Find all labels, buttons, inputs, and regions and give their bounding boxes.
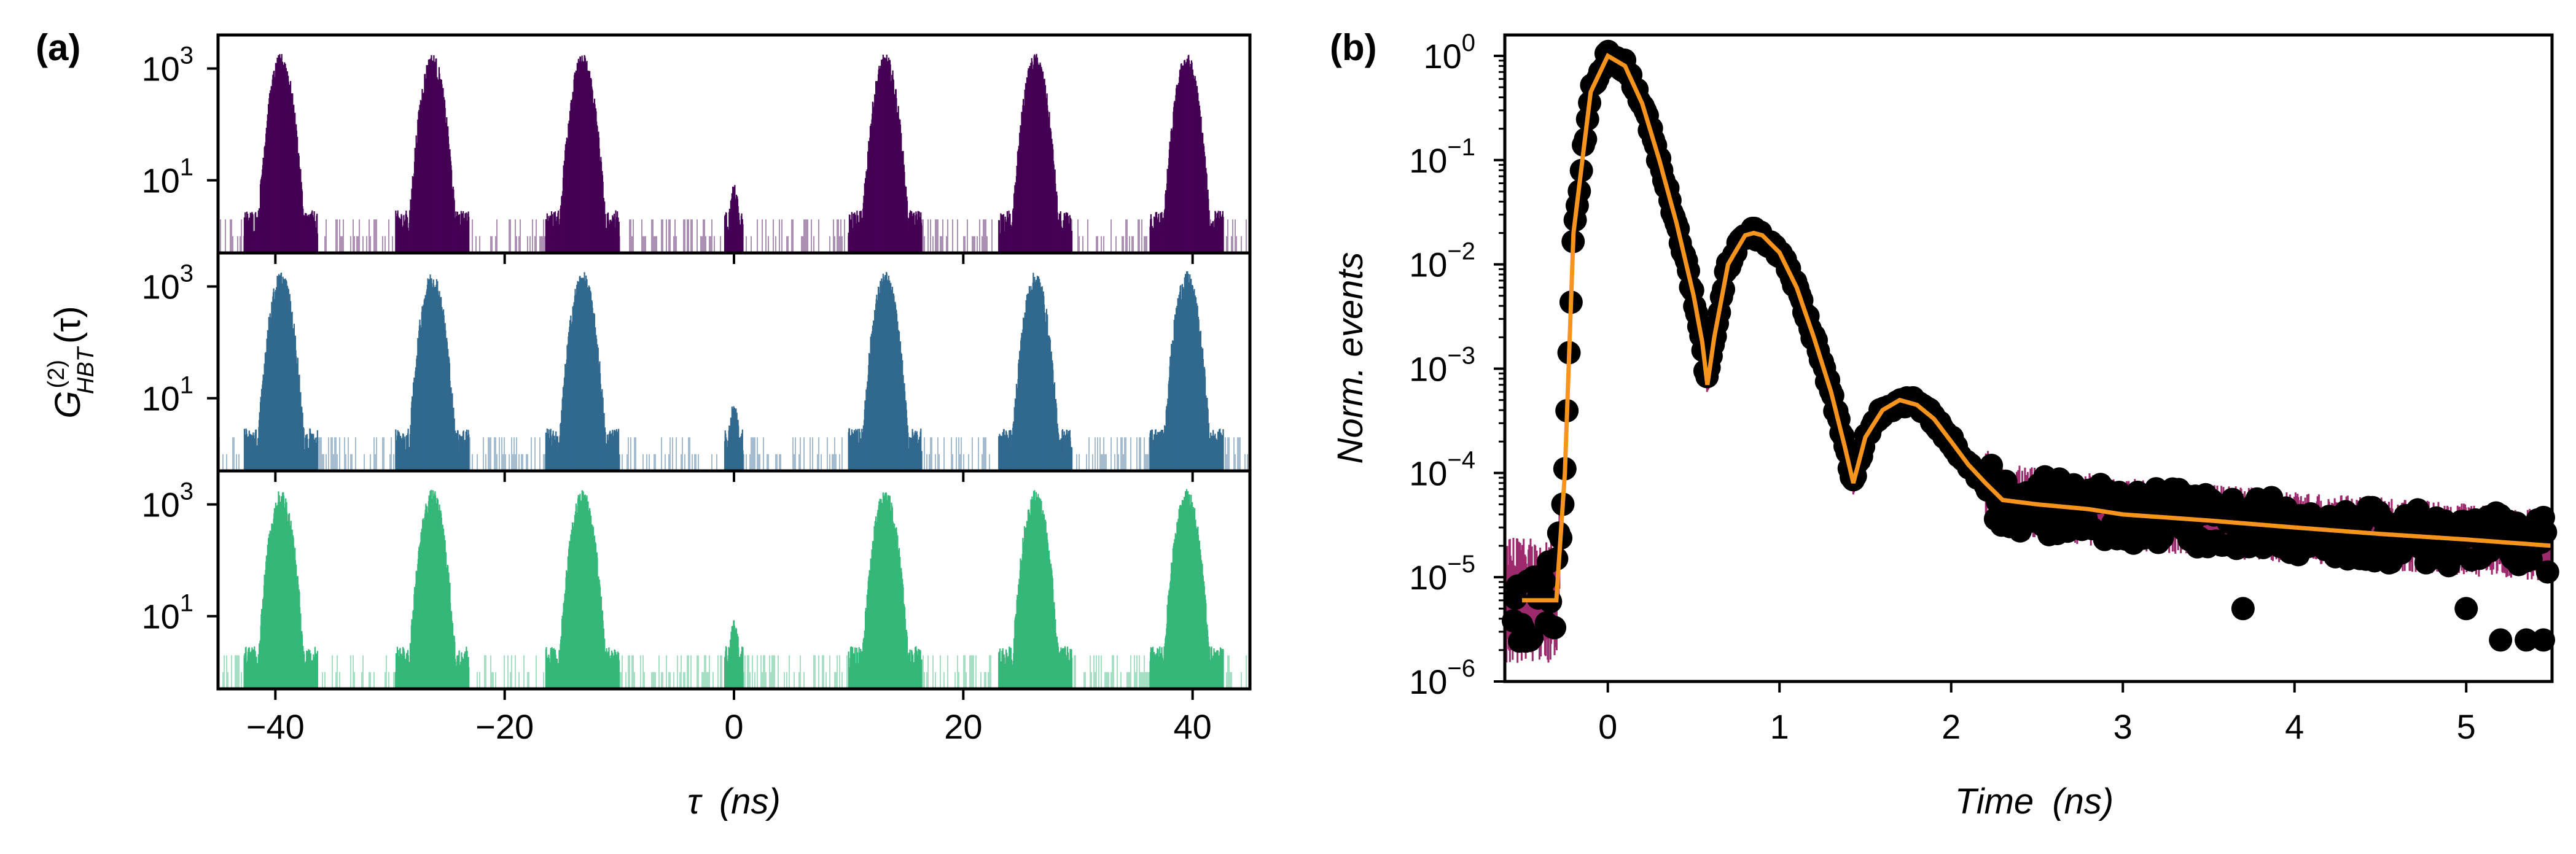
x-ticks-panel-a: −40 −20 0 20 40 [246,253,1212,746]
x-tick-label: 40 [1174,707,1212,746]
y-tick-label: 101 [141,590,193,636]
histogram-series-2 [219,271,1248,471]
histogram-series-1 [220,53,1247,253]
panel-a: (a) 101 103 101 103 101 103 −40 −20 0 20 40 τ (… [36,27,1252,821]
x-tick-label: −40 [246,707,305,746]
x-tick-label: −20 [475,707,534,746]
y-tick-label: 103 [141,478,193,524]
panel-a-subplot-1: 101 103 [141,33,1252,255]
y-tick-label: 101 [141,372,193,418]
y-axis-label-a: G(2) HBT(τ) [44,306,99,418]
panel-a-subplot-2: 101 103 [141,251,1252,473]
y-ticks-subplot-2: 101 103 [141,260,218,418]
decay-plot [1501,39,2559,663]
y-tick-label: 103 [141,42,193,88]
x-tick-label: 20 [944,707,982,746]
y-ticks-subplot-1: 101 103 [141,42,218,200]
x-axis-label-a: τ (ns) [687,782,781,821]
panel-a-label: (a) [36,27,80,68]
x-tick-label: 0 [724,707,743,746]
histogram-series-3 [222,489,1247,689]
y-tick-label: 101 [141,154,193,200]
y-tick-label: 103 [141,260,193,306]
panel-a-subplot-3: 101 103 [141,469,1252,691]
panel-b-label: (b) [1330,27,1377,68]
y-ticks-subplot-3: 101 103 [141,478,218,636]
